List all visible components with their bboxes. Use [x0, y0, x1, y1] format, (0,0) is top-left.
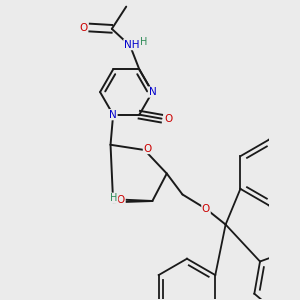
Text: O: O: [79, 22, 87, 32]
Text: O: O: [202, 204, 210, 214]
Text: NH: NH: [124, 40, 140, 50]
Text: O: O: [143, 143, 152, 154]
Text: N: N: [148, 87, 156, 97]
Text: O: O: [117, 195, 125, 205]
Text: H: H: [140, 37, 147, 47]
Text: H: H: [110, 193, 118, 203]
Text: N: N: [109, 110, 117, 120]
Text: O: O: [164, 114, 172, 124]
